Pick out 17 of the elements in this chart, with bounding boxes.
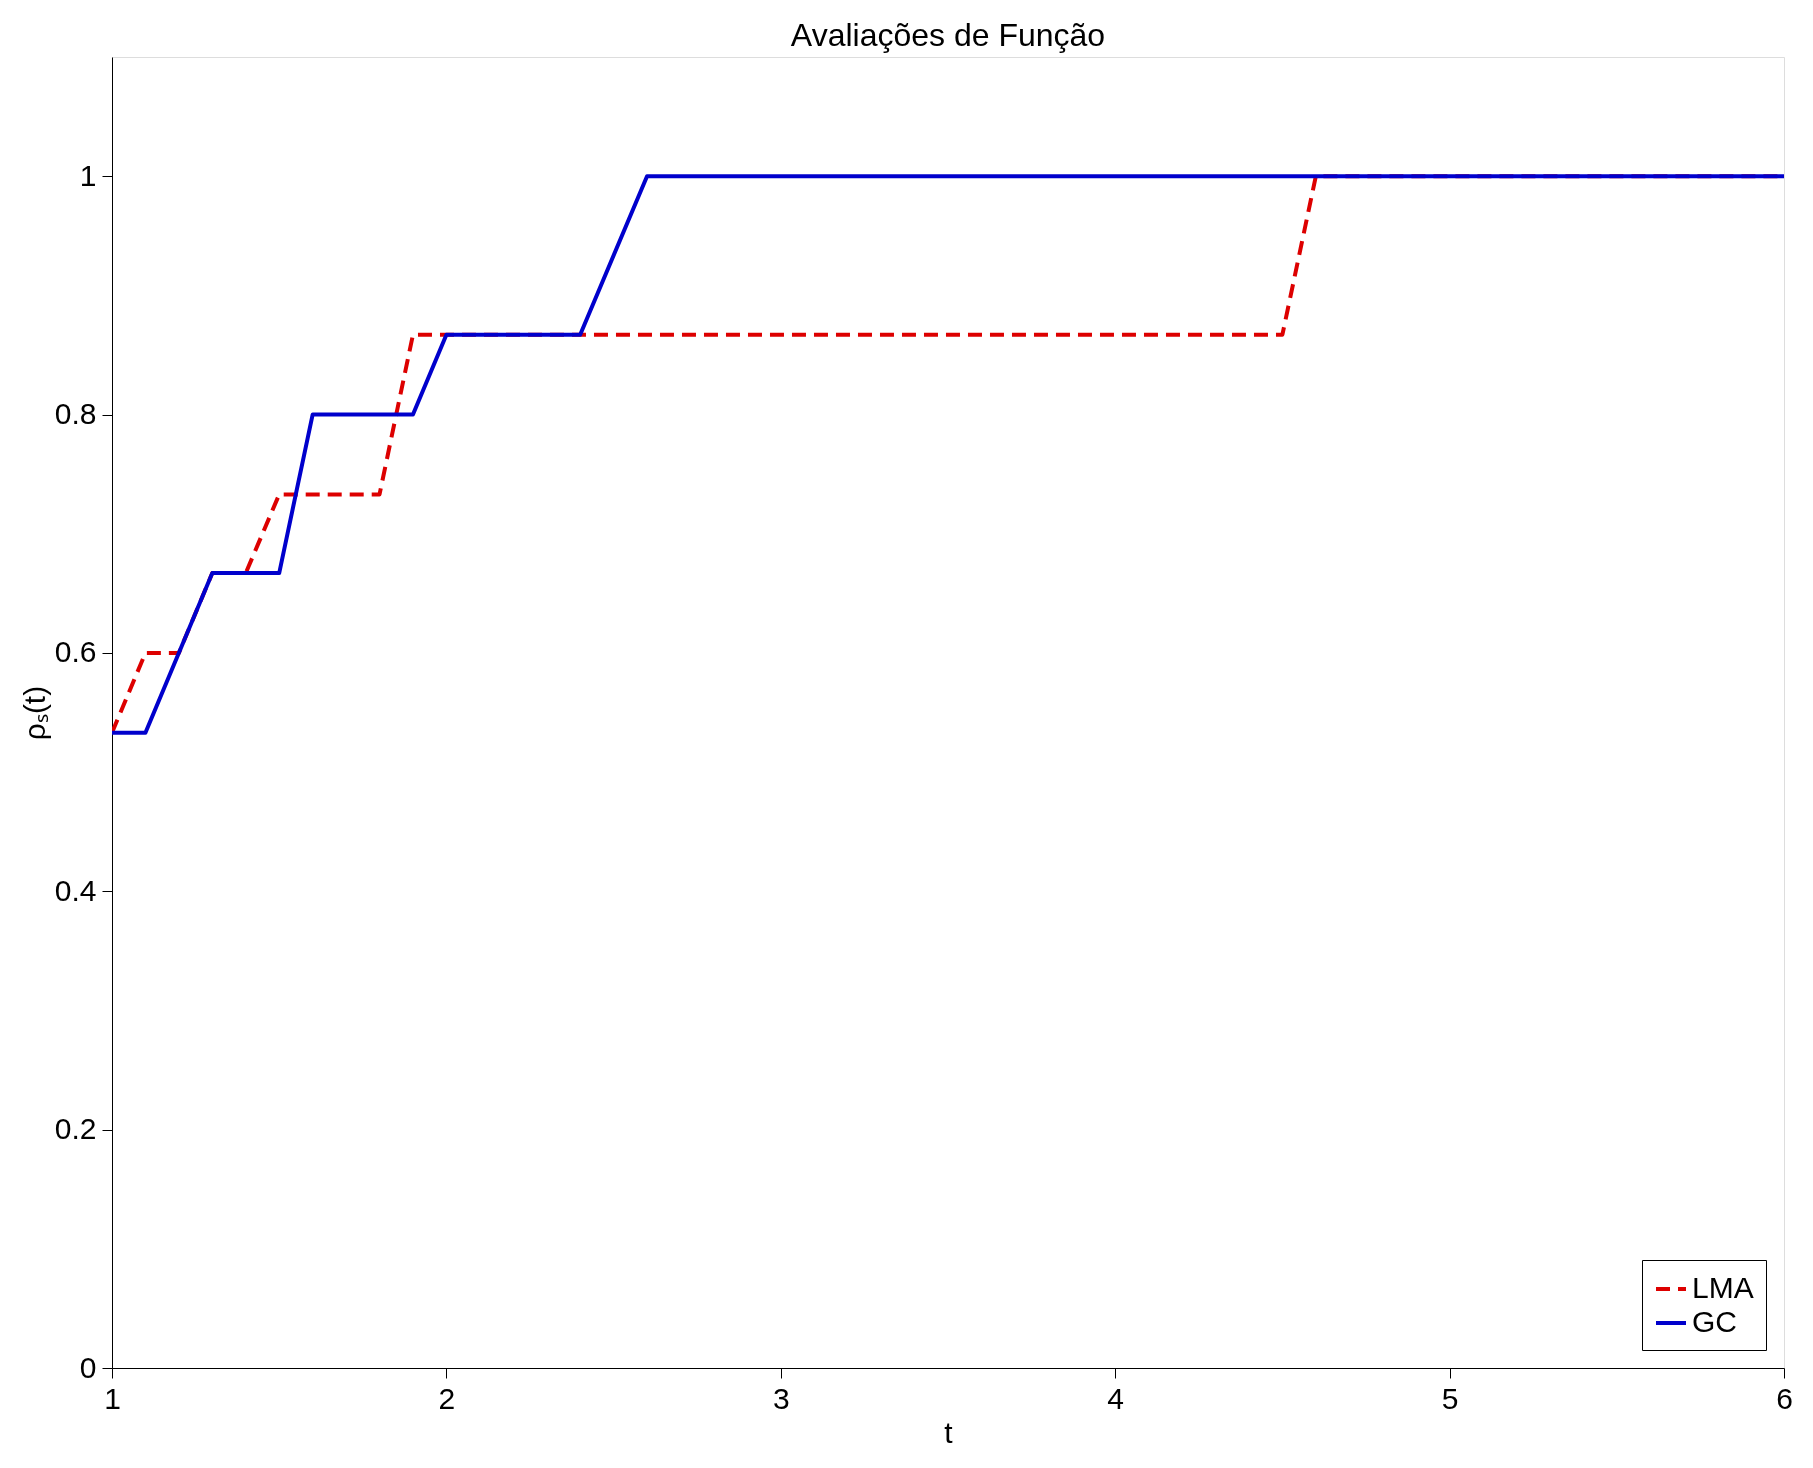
x-tick-label: 6: [1776, 1381, 1793, 1415]
x-tick-label: 5: [1441, 1381, 1459, 1415]
y-tick-label: 0: [79, 1350, 97, 1384]
y-tick-label: 0.2: [54, 1112, 97, 1146]
y-tick-label: 1: [79, 158, 97, 192]
legend-label: GC: [1692, 1305, 1737, 1338]
y-axis-title: ρₛ(t): [17, 685, 51, 741]
x-tick-label: 4: [1107, 1381, 1125, 1415]
legend-label: LMA: [1692, 1271, 1754, 1304]
x-tick-label: 1: [104, 1381, 121, 1415]
x-axis-title: t: [944, 1415, 954, 1449]
y-tick-label: 0.4: [54, 873, 97, 907]
y-tick-label: 0.8: [54, 397, 97, 431]
x-tick-label: 2: [438, 1381, 456, 1415]
y-tick-label: 0.6: [54, 635, 97, 669]
x-tick-label: 3: [772, 1381, 790, 1415]
chart-title: Avaliações de Função: [790, 17, 1106, 53]
